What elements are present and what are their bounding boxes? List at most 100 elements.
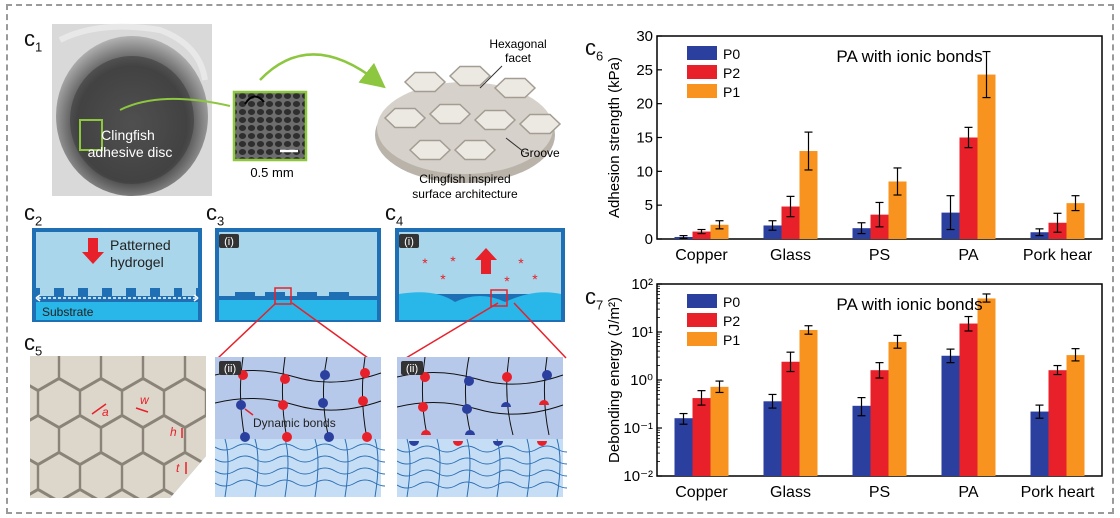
dim-t: t <box>176 461 180 475</box>
dynamic-bonds-label: Dynamic bonds <box>253 416 336 430</box>
bar-p2 <box>781 206 800 239</box>
y-tick-label: 15 <box>636 130 653 147</box>
y-tick-label: 5 <box>645 197 653 214</box>
y-tick-label: 10⁰ <box>630 372 653 389</box>
y-tick-label: 10 <box>636 163 653 180</box>
panel-c4-ii: (ii) <box>397 357 567 498</box>
y-tick-label: 10² <box>631 278 653 293</box>
groove-label: Groove <box>520 146 560 160</box>
x-tick-label: Copper <box>675 247 728 264</box>
figure-frame <box>6 4 1114 514</box>
legend-label: P0 <box>723 46 740 62</box>
svg-text:*: * <box>532 271 538 287</box>
panel-label-c4: c4 <box>385 200 404 229</box>
bar-p0 <box>763 225 782 239</box>
hexagonal-surface-render: Hexagonal facet Groove Clingfish inspire… <box>375 37 562 201</box>
bar-p1 <box>710 386 729 476</box>
bar-p1 <box>888 181 907 239</box>
pattern-hexagon <box>184 488 206 498</box>
x-tick-label: Copper <box>675 484 728 501</box>
bar-p2 <box>692 231 711 239</box>
panel-c3-ii: (ii) Dynamic bonds <box>215 357 385 498</box>
clingfish-disc-photo: Clingfish adhesive disc <box>52 23 212 196</box>
dim-h: h <box>170 425 177 439</box>
c2-substrate <box>36 302 198 320</box>
legend-label: P1 <box>723 84 740 100</box>
bar-p2 <box>692 398 711 476</box>
render-hexagon <box>518 113 562 135</box>
facet-label-line2: facet <box>505 51 532 65</box>
pattern-hexagon <box>184 356 206 392</box>
c4-tag-ii: (ii) <box>406 363 418 375</box>
x-tick-label: Pork heart <box>1021 484 1095 501</box>
x-tick-label: Glass <box>770 484 811 501</box>
panel-label-c6: c6 <box>585 35 604 64</box>
y-tick-label: 25 <box>636 62 653 79</box>
legend-label: P1 <box>723 332 740 348</box>
chart-c6: 0 5 10 15 20 25 30 Adhesion strength (kPa) Coppe… <box>606 30 1103 264</box>
hydrogel-label-line2: hydrogel <box>110 254 164 270</box>
bar-p1 <box>977 298 996 476</box>
x-tick-label: PS <box>869 484 890 501</box>
panel-label-c2: c2 <box>24 200 43 229</box>
bar-p1 <box>799 151 818 239</box>
bar-p2 <box>959 323 978 476</box>
c4-tag-i: (i) <box>404 236 414 248</box>
render-hexagon <box>428 103 472 125</box>
panel-c5: a w h t <box>30 356 206 498</box>
chart-c7: 10⁻² 10⁻¹ 10⁰ 10¹ 10² Debonding energy (J/m²)… <box>606 278 1103 501</box>
render-hexagon <box>383 107 427 129</box>
disc-label-line1: Clingfish <box>101 127 155 143</box>
bar-p0 <box>852 405 871 476</box>
y-tick-label: 20 <box>636 96 653 113</box>
disc-label-line2: adhesive disc <box>88 144 173 160</box>
legend-label: P2 <box>723 313 740 329</box>
y-axis-label: Debonding energy (J/m²) <box>606 297 623 463</box>
pattern-hexagon <box>205 451 206 498</box>
bar-p2 <box>959 137 978 239</box>
x-tick-label: Glass <box>770 247 811 264</box>
dim-w: w <box>140 393 150 407</box>
dim-a: a <box>102 405 109 419</box>
pattern-hexagon <box>184 414 206 466</box>
bar-p2 <box>870 370 889 476</box>
bar-p2 <box>781 361 800 476</box>
render-hexagon <box>448 65 492 87</box>
bar-p1 <box>799 330 818 476</box>
bar-p2 <box>1048 370 1067 476</box>
bar-p1 <box>710 224 729 239</box>
chart-title: PA with ionic bonds <box>836 295 982 314</box>
zoom-connector <box>119 97 231 111</box>
hydrogel-label-line1: Patterned <box>110 237 171 253</box>
c2-hydrogel <box>36 232 198 288</box>
panel-label-c3: c3 <box>206 200 225 229</box>
zoom-inset: 0.5 mm <box>232 90 308 180</box>
svg-text:*: * <box>518 255 524 271</box>
svg-text:*: * <box>440 271 446 287</box>
svg-text:*: * <box>422 255 428 271</box>
legend-swatch <box>687 46 717 60</box>
legend-swatch <box>687 84 717 98</box>
caption-line1: Clingfish inspired <box>419 172 510 186</box>
render-hexagon <box>493 77 537 99</box>
y-tick-label: 10⁻¹ <box>623 420 653 437</box>
render-hexagon <box>453 139 497 161</box>
panel-c3-i: (i) <box>215 228 381 322</box>
zoom-lines <box>217 302 567 359</box>
y-tick-label: 0 <box>645 231 653 248</box>
y-tick-label: 10⁻² <box>623 468 653 485</box>
render-hexagon <box>473 109 517 131</box>
legend-swatch <box>687 65 717 79</box>
panel-label-c1: c1 <box>24 26 43 55</box>
facet-label-line1: Hexagonal <box>489 37 546 51</box>
bar-p0 <box>941 355 960 476</box>
c3-tag-ii: (ii) <box>224 363 236 375</box>
y-axis-label: Adhesion strength (kPa) <box>606 57 623 218</box>
svg-text:*: * <box>450 253 456 269</box>
panel-c2: Patterned hydrogel Substrate <box>32 228 202 322</box>
bar-p1 <box>1066 203 1085 239</box>
c3-tag-i: (i) <box>224 236 234 248</box>
legend-swatch <box>687 313 717 327</box>
photo-selection-box <box>79 119 103 151</box>
scale-bar-label: 0.5 mm <box>250 165 293 180</box>
